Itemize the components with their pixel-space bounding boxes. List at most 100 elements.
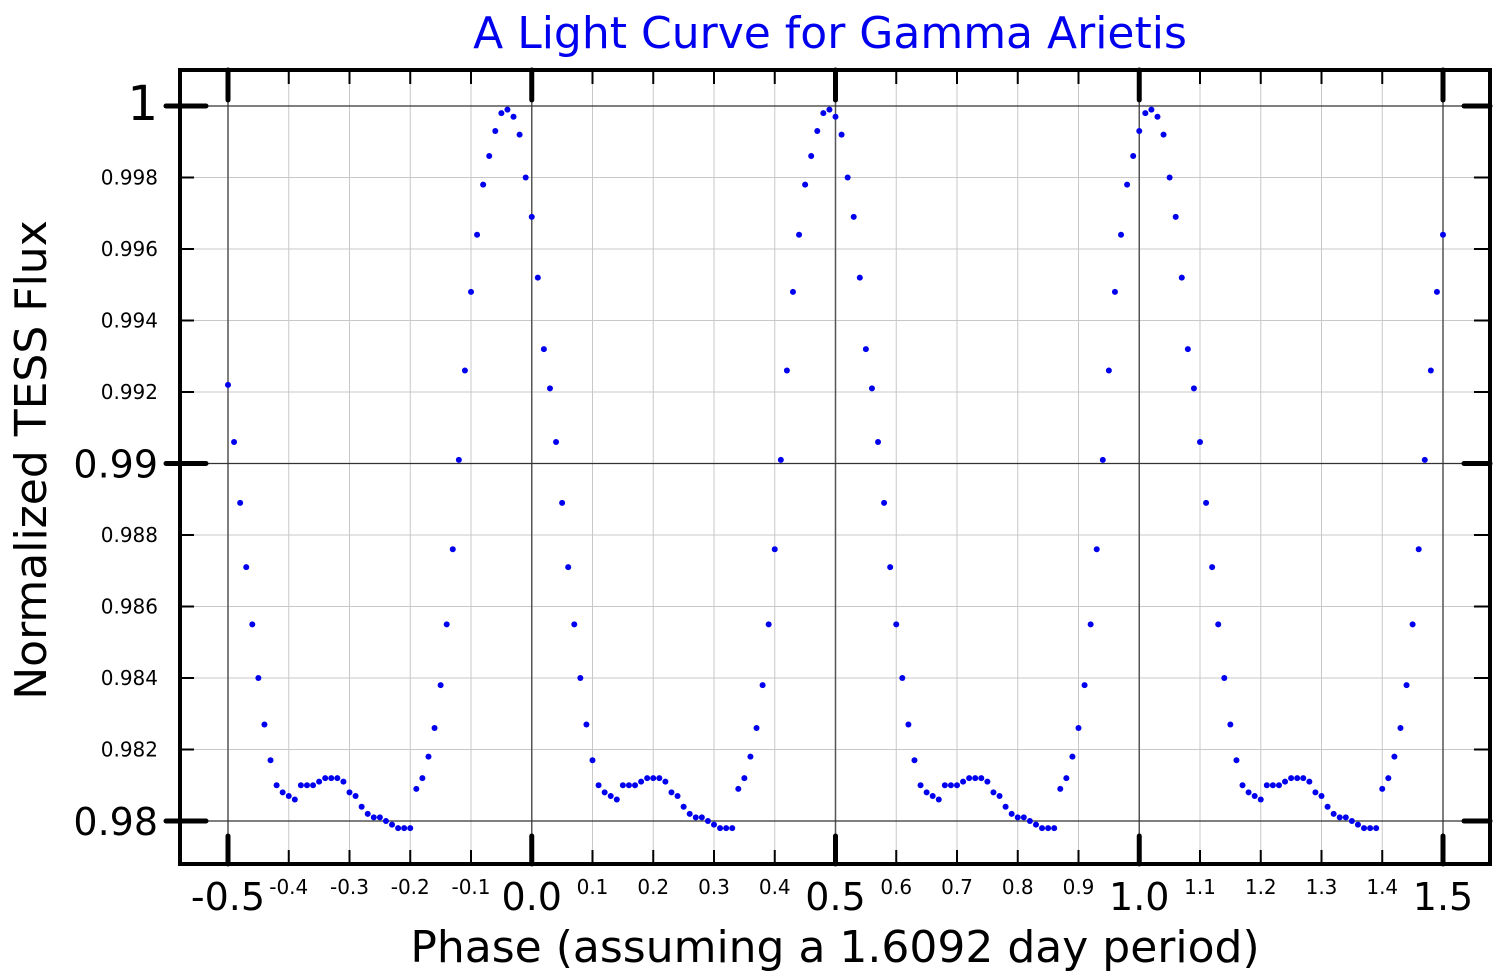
data-point <box>1342 814 1349 821</box>
data-point <box>789 288 796 295</box>
data-point <box>1154 113 1161 120</box>
data-point <box>960 778 967 785</box>
data-point <box>1118 231 1125 238</box>
data-point <box>662 778 669 785</box>
data-point <box>1379 785 1386 792</box>
data-point <box>577 675 584 681</box>
data-point <box>1233 757 1240 764</box>
data-point <box>1373 825 1380 832</box>
data-point <box>522 174 529 181</box>
data-points <box>225 106 1446 832</box>
data-point <box>978 775 985 782</box>
data-point <box>389 821 396 828</box>
data-point <box>1111 288 1118 295</box>
data-point <box>808 153 815 160</box>
data-point <box>559 499 566 506</box>
data-point <box>1136 128 1143 135</box>
data-point <box>1409 621 1416 628</box>
data-point <box>820 110 827 117</box>
data-point <box>802 181 809 188</box>
data-point <box>692 814 699 821</box>
data-point <box>1014 814 1021 821</box>
data-point <box>686 810 693 817</box>
data-point <box>1415 546 1422 553</box>
data-point <box>437 682 444 689</box>
data-point <box>553 439 560 446</box>
data-point <box>996 792 1003 799</box>
data-point <box>516 131 523 138</box>
data-point <box>1324 803 1331 810</box>
data-point <box>431 725 438 732</box>
data-point <box>1026 818 1033 824</box>
x-minor-tick-label: 0.1 <box>577 875 609 899</box>
data-point <box>990 789 997 796</box>
data-point <box>984 778 991 785</box>
data-point <box>929 792 936 799</box>
data-point <box>1166 174 1173 181</box>
data-point <box>571 621 578 628</box>
data-point <box>1063 775 1070 782</box>
data-point <box>717 825 724 832</box>
data-point <box>1239 782 1246 789</box>
data-point <box>382 818 389 824</box>
x-minor-tick-label: 0.2 <box>637 875 669 899</box>
data-point <box>316 778 323 785</box>
data-point <box>322 775 329 782</box>
x-minor-tick-label: 0.8 <box>1002 875 1034 899</box>
data-point <box>267 757 274 764</box>
data-point <box>1081 682 1088 689</box>
data-point <box>601 789 608 796</box>
data-point <box>443 621 450 628</box>
data-point <box>261 721 268 728</box>
data-point <box>954 782 960 789</box>
data-point <box>1130 153 1137 160</box>
data-point <box>1190 385 1197 392</box>
data-point <box>619 782 626 789</box>
data-point <box>1294 775 1301 782</box>
data-point <box>231 439 238 446</box>
data-point <box>1269 782 1276 789</box>
data-point <box>1178 274 1185 281</box>
y-axis-label: Normalized TESS Flux <box>6 220 57 700</box>
data-point <box>334 775 341 782</box>
data-point <box>449 546 456 553</box>
x-minor-tick-label: 1.4 <box>1366 875 1398 899</box>
data-point <box>328 775 335 782</box>
data-point <box>838 131 845 138</box>
data-point <box>747 753 754 760</box>
data-point <box>899 675 906 681</box>
data-point <box>1257 796 1264 803</box>
data-point <box>729 825 736 832</box>
data-point <box>868 385 875 392</box>
data-point <box>352 792 359 799</box>
data-point <box>656 775 663 782</box>
data-point <box>881 499 888 506</box>
y-minor-tick-label: 0.996 <box>101 237 158 261</box>
data-point <box>1069 753 1076 760</box>
data-point <box>1184 346 1191 353</box>
data-point <box>1099 456 1106 463</box>
data-point <box>783 367 790 374</box>
y-minor-tick-label: 0.982 <box>101 738 158 762</box>
data-point <box>255 675 262 681</box>
y-minor-tick-label: 0.994 <box>101 309 158 333</box>
data-point <box>1403 682 1410 689</box>
data-point <box>650 775 657 782</box>
data-point <box>1300 775 1307 782</box>
x-axis-label: Phase (assuming a 1.6092 day period) <box>410 922 1259 973</box>
data-point <box>1105 367 1112 374</box>
data-point <box>1142 110 1149 117</box>
data-point <box>395 825 402 832</box>
x-major-tick-label: 0.5 <box>805 875 865 919</box>
data-point <box>711 821 717 828</box>
data-point <box>1251 792 1258 799</box>
data-point <box>1421 456 1428 463</box>
data-point <box>1354 821 1361 828</box>
data-point <box>1075 725 1082 732</box>
data-point <box>1051 825 1058 832</box>
data-point <box>1288 775 1295 782</box>
data-point <box>753 725 760 732</box>
data-point <box>826 106 833 113</box>
data-point <box>413 785 420 792</box>
data-point <box>917 782 924 789</box>
